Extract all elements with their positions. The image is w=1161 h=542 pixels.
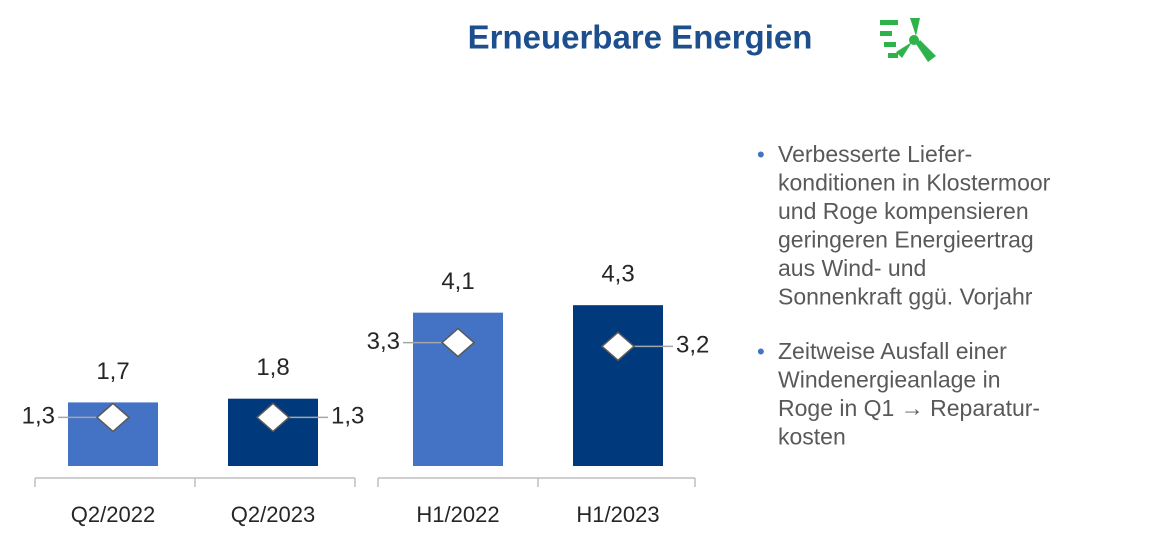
wind-icon — [880, 18, 936, 62]
marker-label: 3,3 — [367, 328, 400, 355]
x-tick-label: H1/2023 — [576, 502, 659, 527]
bullet-text: Verbesserte Liefer- — [778, 141, 972, 167]
bullet-text: Windenergieanlage in — [778, 367, 1001, 393]
marker — [600, 331, 636, 362]
x-tick-label: Q2/2022 — [71, 502, 155, 527]
bullet-text: aus Wind- und — [778, 255, 926, 281]
chart-title: Erneuerbare Energien — [468, 19, 813, 56]
x-tick-label: H1/2022 — [416, 502, 499, 527]
marker — [255, 402, 291, 433]
bullet-text: geringeren Energieertrag — [778, 227, 1034, 253]
bullet-text: konditionen in Klostermoor — [778, 170, 1051, 196]
value-label: 1,8 — [256, 354, 289, 381]
marker-label: 3,2 — [676, 332, 709, 359]
bullet-text: kosten — [778, 424, 846, 450]
value-label: 1,7 — [96, 358, 129, 385]
bullet-text: Roge in Q1 → Reparatur- — [778, 395, 1040, 421]
marker — [440, 327, 476, 358]
marker-label: 1,3 — [22, 403, 55, 430]
bullet-dot: • — [757, 142, 765, 167]
bullet-dot: • — [757, 339, 765, 364]
value-label: 4,3 — [601, 261, 634, 288]
axis — [34, 477, 696, 487]
bullet-text: Sonnenkraft ggü. Vorjahr — [778, 284, 1033, 310]
x-tick-label: Q2/2023 — [231, 502, 315, 527]
marker-label: 1,3 — [331, 403, 364, 430]
value-label: 4,1 — [441, 268, 474, 295]
bar — [573, 305, 663, 466]
bullet-text: und Roge kompensieren — [778, 198, 1029, 224]
marker — [95, 402, 131, 433]
bullet-text: Zeitweise Ausfall einer — [778, 338, 1007, 364]
